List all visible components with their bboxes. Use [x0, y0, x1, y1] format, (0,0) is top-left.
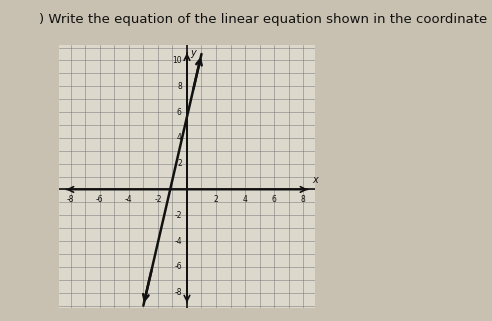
Text: 2: 2	[214, 195, 218, 204]
Text: x: x	[312, 175, 318, 185]
Text: ) Write the equation of the linear equation shown in the coordinate plane below:: ) Write the equation of the linear equat…	[39, 13, 492, 26]
Text: -2: -2	[174, 211, 182, 220]
Text: -8: -8	[174, 288, 182, 297]
Text: 8: 8	[301, 195, 306, 204]
Text: 10: 10	[172, 56, 182, 65]
Text: 6: 6	[177, 108, 182, 117]
Text: 2: 2	[177, 159, 182, 168]
Text: 4: 4	[177, 133, 182, 142]
Text: 8: 8	[177, 82, 182, 91]
Text: -8: -8	[67, 195, 74, 204]
Text: -2: -2	[154, 195, 162, 204]
Text: -6: -6	[96, 195, 103, 204]
Text: y: y	[190, 48, 196, 57]
Text: 6: 6	[272, 195, 277, 204]
Text: -4: -4	[125, 195, 133, 204]
Text: -4: -4	[174, 237, 182, 246]
Text: 4: 4	[243, 195, 247, 204]
Text: -6: -6	[174, 262, 182, 271]
